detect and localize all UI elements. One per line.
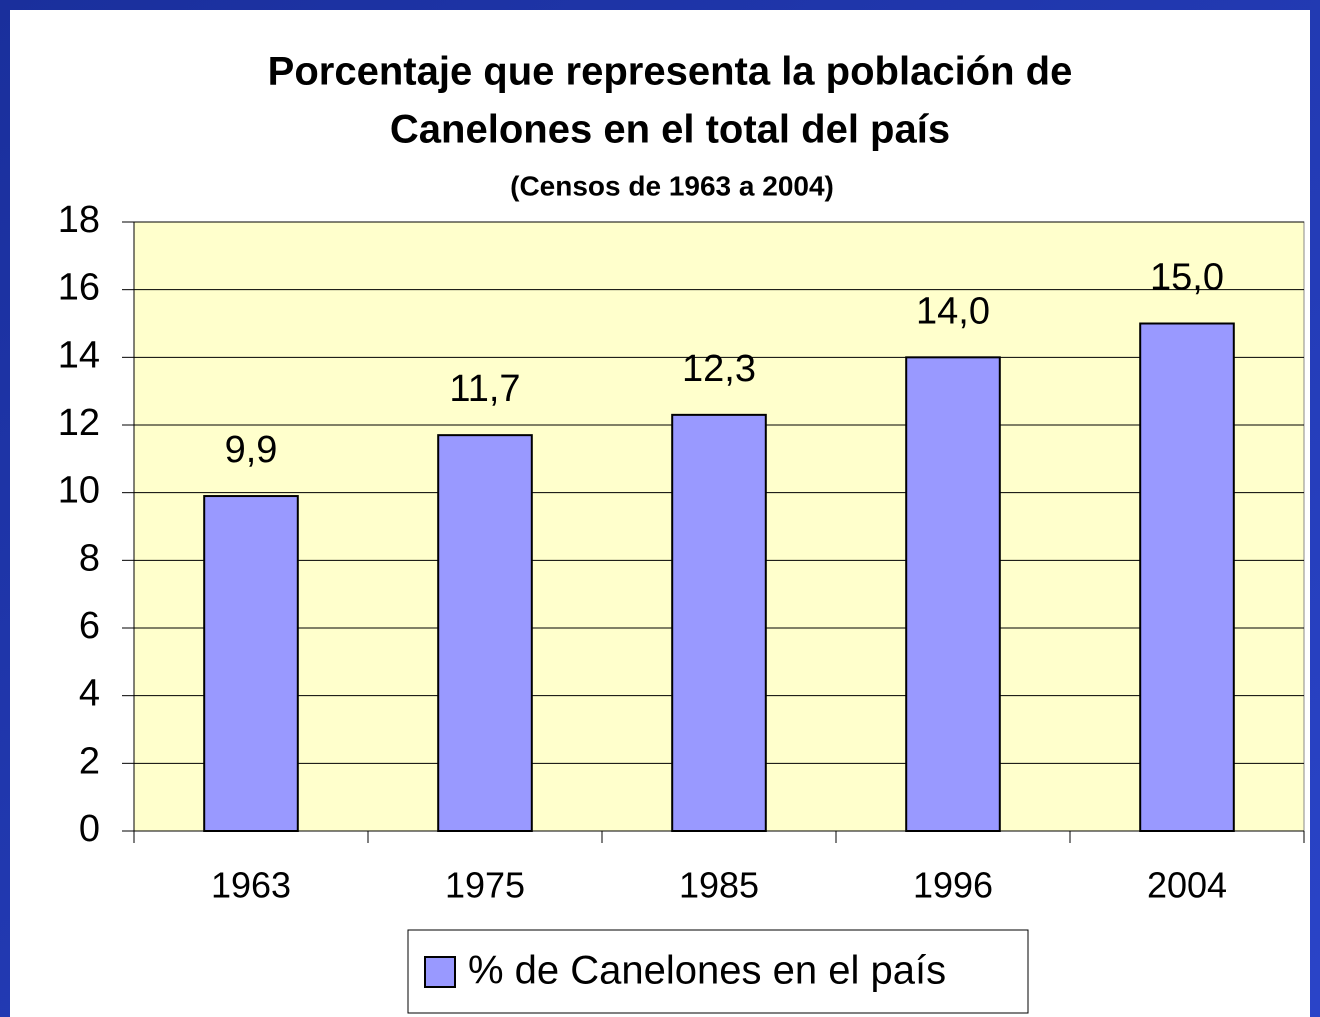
legend-swatch (424, 956, 456, 988)
chart-subtitle: (Censos de 1963 a 2004) (510, 170, 834, 201)
y-tick-label: 4 (79, 673, 100, 715)
legend-label: % de Canelones en el país (468, 949, 946, 993)
value-label: 14,0 (916, 290, 990, 332)
bar (1139, 322, 1235, 832)
x-tick-label: 2004 (1147, 865, 1227, 906)
y-tick-label: 18 (58, 199, 100, 241)
chart-title: Canelones en el total del país (390, 108, 950, 152)
y-tick-label: 14 (58, 334, 100, 376)
y-tick-label: 2 (79, 740, 100, 782)
value-label: 15,0 (1150, 257, 1224, 299)
y-tick-label: 8 (79, 537, 100, 579)
y-tick-label: 16 (58, 267, 100, 309)
x-tick-label: 1985 (679, 865, 759, 906)
chart-title: Porcentaje que representa la población d… (268, 50, 1073, 94)
x-tick-label: 1996 (913, 865, 993, 906)
bar (671, 413, 767, 832)
x-tick-label: 1963 (211, 865, 291, 906)
bar (437, 434, 533, 832)
x-tick-label: 1975 (445, 865, 525, 906)
y-tick-label: 10 (58, 470, 100, 512)
y-tick-label: 0 (79, 808, 100, 850)
bar (203, 495, 299, 832)
value-label: 11,7 (449, 368, 520, 410)
value-label: 12,3 (682, 348, 756, 390)
value-label: 9,9 (225, 429, 278, 471)
y-tick-label: 6 (79, 605, 100, 647)
bar (905, 356, 1001, 832)
y-tick-label: 12 (58, 402, 100, 444)
legend-box (407, 929, 1029, 1014)
